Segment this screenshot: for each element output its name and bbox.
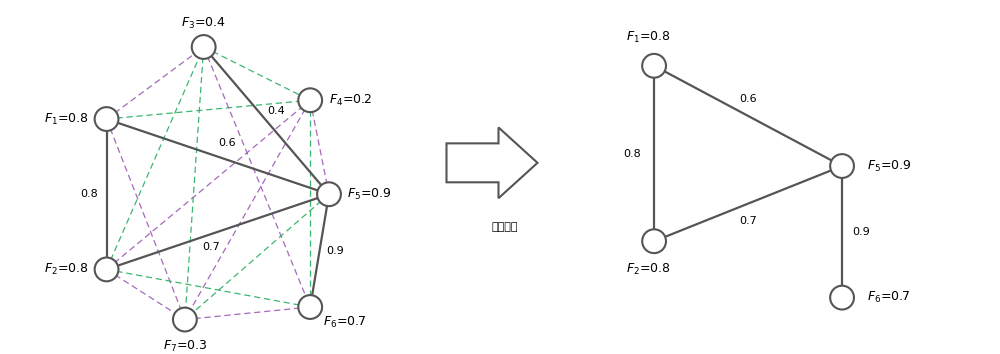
Circle shape <box>95 107 118 131</box>
Circle shape <box>173 308 197 331</box>
Circle shape <box>830 286 854 309</box>
Circle shape <box>298 295 322 319</box>
Text: 0.8: 0.8 <box>623 149 641 159</box>
Text: $\mathit{F}_{1}$=0.8: $\mathit{F}_{1}$=0.8 <box>44 112 88 127</box>
Text: 0.8: 0.8 <box>80 189 98 199</box>
Text: 阈値切分: 阈値切分 <box>492 222 518 232</box>
Text: $\mathit{F}_{5}$=0.9: $\mathit{F}_{5}$=0.9 <box>867 159 911 173</box>
Text: 0.4: 0.4 <box>267 106 285 116</box>
Text: 0.7: 0.7 <box>203 242 220 252</box>
Text: 0.6: 0.6 <box>739 94 757 104</box>
Circle shape <box>95 257 118 281</box>
Text: 0.7: 0.7 <box>739 216 757 226</box>
Text: 0.6: 0.6 <box>218 138 236 148</box>
FancyArrow shape <box>446 127 538 198</box>
Text: $\mathit{F}_{3}$=0.4: $\mathit{F}_{3}$=0.4 <box>181 16 226 31</box>
Text: $\mathit{F}_{2}$=0.8: $\mathit{F}_{2}$=0.8 <box>626 262 670 277</box>
Text: $\mathit{F}_{5}$=0.9: $\mathit{F}_{5}$=0.9 <box>347 187 392 202</box>
Text: $\mathit{F}_{2}$=0.8: $\mathit{F}_{2}$=0.8 <box>44 262 88 277</box>
Circle shape <box>642 229 666 253</box>
Text: $\mathit{F}_{1}$=0.8: $\mathit{F}_{1}$=0.8 <box>626 30 670 45</box>
Circle shape <box>642 54 666 78</box>
Text: 0.9: 0.9 <box>326 246 344 256</box>
Circle shape <box>192 35 216 59</box>
Text: $\mathit{F}_{4}$=0.2: $\mathit{F}_{4}$=0.2 <box>329 93 373 108</box>
Text: $\mathit{F}_{6}$=0.7: $\mathit{F}_{6}$=0.7 <box>323 315 366 330</box>
Text: 0.9: 0.9 <box>852 227 870 237</box>
Text: $\mathit{F}_{7}$=0.3: $\mathit{F}_{7}$=0.3 <box>163 339 207 354</box>
Circle shape <box>830 154 854 178</box>
Circle shape <box>317 182 341 206</box>
Circle shape <box>298 88 322 112</box>
Text: $\mathit{F}_{6}$=0.7: $\mathit{F}_{6}$=0.7 <box>867 290 911 305</box>
